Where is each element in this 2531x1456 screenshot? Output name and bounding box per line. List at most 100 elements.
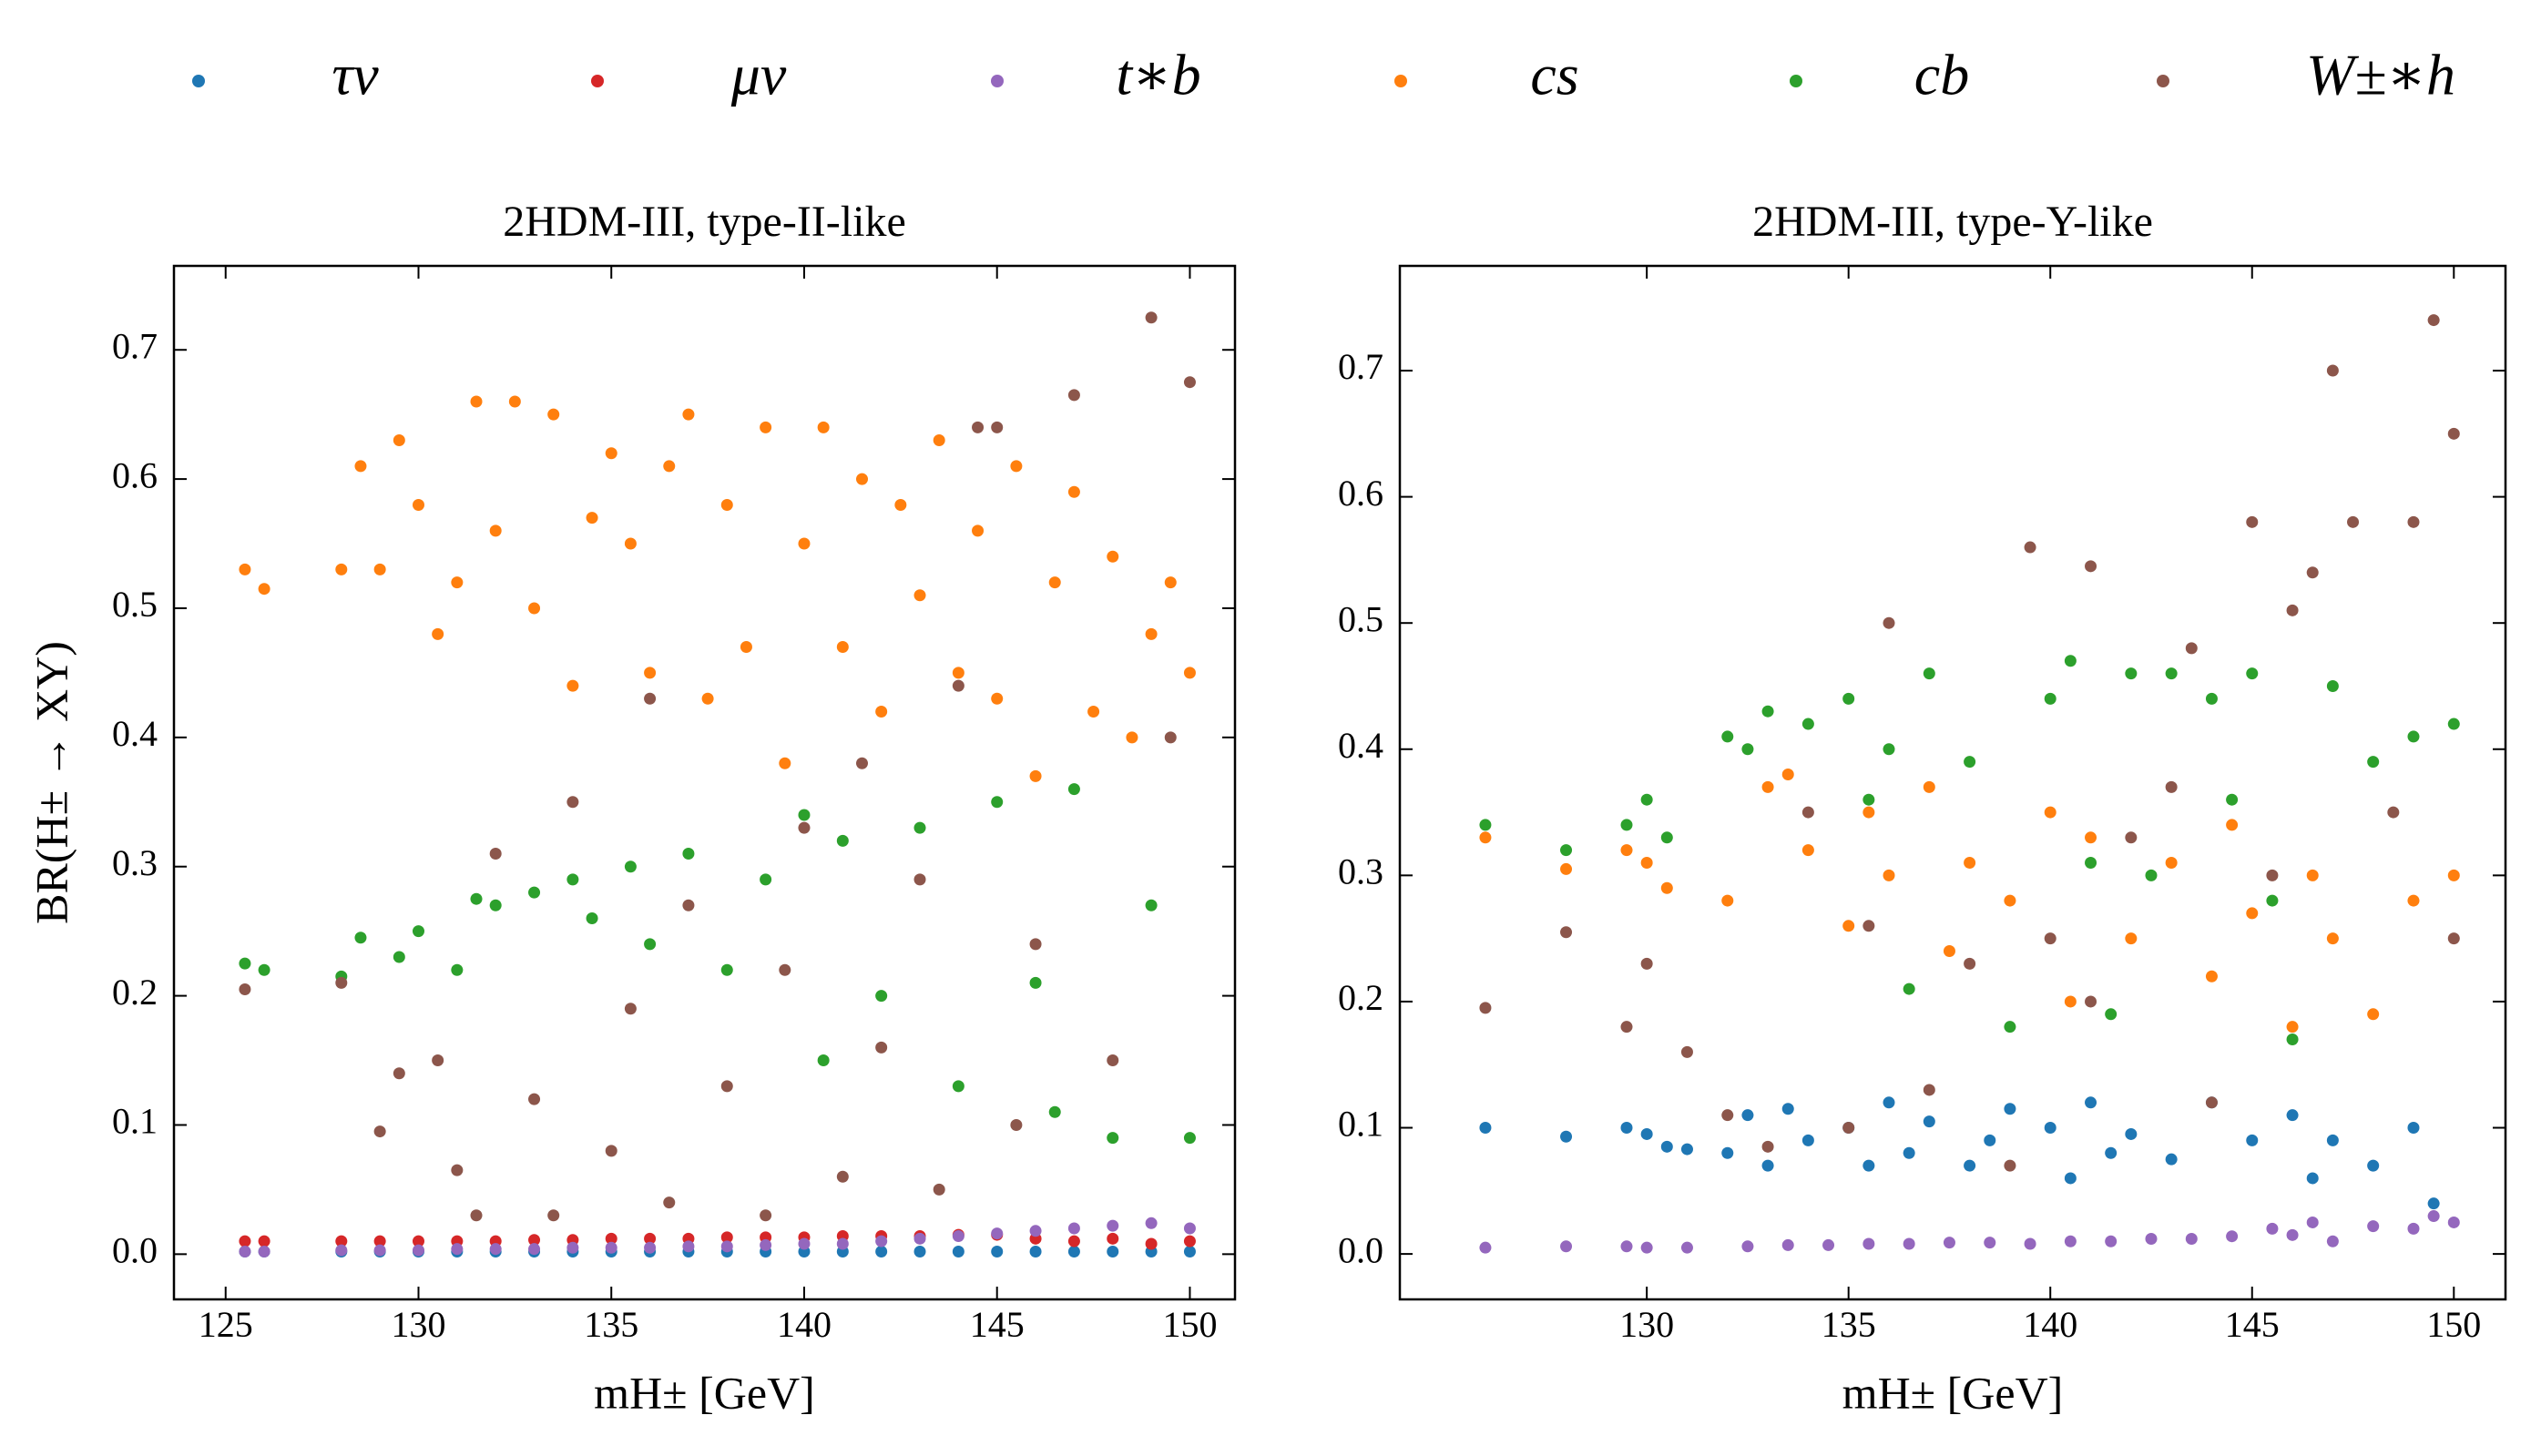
point (528, 602, 541, 615)
point (1067, 1222, 1080, 1235)
point (1107, 1054, 1119, 1067)
point (2246, 667, 2259, 680)
point (566, 679, 579, 692)
x-axis-label: mH± [GeV] (594, 1367, 815, 1418)
point (2286, 1021, 2299, 1033)
point (1640, 957, 1653, 970)
point (720, 963, 733, 976)
point (663, 1196, 676, 1209)
point (991, 1246, 1004, 1258)
point (2306, 566, 2319, 579)
point (1903, 983, 1915, 995)
y-tick-label: 0.5 (112, 584, 158, 625)
point (1863, 793, 1875, 806)
y-tick-label: 0.0 (112, 1230, 158, 1271)
point (1842, 692, 1855, 705)
point (2306, 1216, 2319, 1228)
point (2125, 831, 2138, 844)
point (239, 1246, 251, 1258)
point (1067, 1235, 1080, 1247)
chart-title: 2HDM-III, type-Y-like (1752, 198, 2153, 246)
point (1984, 1134, 1996, 1146)
point (952, 1229, 964, 1242)
y-tick-label: 0.1 (1338, 1104, 1383, 1145)
point (952, 1080, 964, 1093)
point (1479, 819, 1492, 831)
point (2064, 655, 2077, 667)
point (1660, 881, 1673, 894)
point (875, 990, 888, 1003)
point (605, 1241, 617, 1254)
point (624, 537, 637, 550)
point (2044, 692, 2056, 705)
point (393, 434, 405, 447)
point (1029, 976, 1042, 989)
legend-marker (2157, 75, 2169, 87)
point (2447, 1216, 2460, 1228)
point (2367, 1008, 2380, 1021)
point (1943, 945, 1955, 958)
point (2226, 1230, 2239, 1243)
legend-label: cb (1914, 43, 1969, 107)
point (586, 911, 598, 924)
point (354, 932, 367, 944)
legend-marker (192, 75, 205, 87)
point (2165, 1153, 2178, 1166)
point (2085, 831, 2097, 844)
point (1107, 550, 1119, 563)
point (393, 951, 405, 963)
point (1964, 857, 1976, 870)
point (2246, 515, 2259, 528)
point (1923, 667, 1935, 680)
point (740, 641, 752, 654)
point (258, 963, 270, 976)
y-tick-label: 0.6 (1338, 473, 1383, 514)
point (701, 692, 714, 705)
point (817, 1054, 830, 1067)
point (2205, 970, 2218, 983)
point (1964, 1159, 1976, 1172)
point (1107, 1232, 1119, 1245)
point (1801, 1134, 1814, 1146)
point (2165, 667, 2178, 680)
point (1048, 1105, 1061, 1118)
x-tick-label: 125 (199, 1304, 253, 1345)
point (1183, 667, 1196, 679)
x-tick-label: 135 (584, 1304, 638, 1345)
point (1145, 1237, 1158, 1250)
point (1164, 576, 1177, 589)
point (1107, 1246, 1119, 1258)
point (1903, 1146, 1915, 1159)
point (1801, 806, 1814, 819)
point (720, 1240, 733, 1253)
point (451, 1243, 464, 1256)
legend-marker (1394, 75, 1407, 87)
point (1183, 376, 1196, 389)
point (1010, 460, 1023, 473)
point (779, 757, 791, 769)
point (2004, 1103, 2016, 1115)
point (373, 1244, 386, 1257)
point (855, 473, 868, 485)
point (952, 667, 964, 679)
point (508, 395, 521, 408)
point (720, 498, 733, 511)
point (2085, 560, 2097, 573)
point (470, 892, 483, 905)
point (2447, 869, 2460, 881)
x-tick-label: 130 (391, 1304, 445, 1345)
point (972, 524, 985, 537)
y-tick-label: 0.2 (112, 972, 158, 1013)
point (1721, 1109, 1734, 1122)
point (1923, 780, 1935, 793)
point (817, 421, 830, 433)
point (2427, 314, 2440, 327)
point (682, 408, 695, 421)
point (2306, 1172, 2319, 1185)
point (489, 1243, 502, 1256)
point (644, 1232, 657, 1245)
point (2407, 1122, 2420, 1135)
point (1781, 768, 1794, 780)
point (451, 1164, 464, 1176)
point (1560, 1130, 1573, 1143)
